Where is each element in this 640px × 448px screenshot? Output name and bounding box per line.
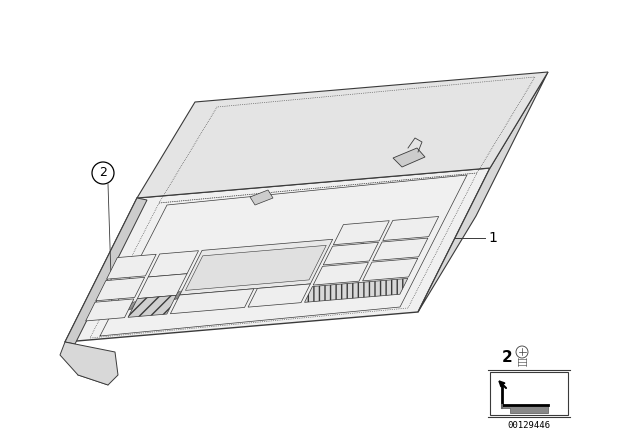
Polygon shape (248, 263, 283, 283)
Circle shape (516, 346, 528, 358)
Polygon shape (105, 275, 253, 315)
Text: 1: 1 (488, 231, 497, 245)
Polygon shape (393, 148, 425, 167)
Polygon shape (60, 342, 118, 385)
Text: 00129446: 00129446 (508, 421, 550, 430)
Polygon shape (137, 72, 548, 198)
Polygon shape (248, 284, 310, 307)
Polygon shape (86, 299, 134, 321)
Bar (490, 372, 568, 415)
Polygon shape (323, 242, 378, 265)
Polygon shape (106, 254, 156, 279)
Polygon shape (418, 72, 548, 312)
Polygon shape (128, 295, 176, 317)
Polygon shape (186, 246, 326, 290)
Polygon shape (170, 289, 254, 314)
Polygon shape (363, 258, 418, 281)
Polygon shape (335, 243, 364, 257)
Polygon shape (96, 277, 145, 301)
Text: 2: 2 (502, 349, 513, 365)
Circle shape (92, 162, 114, 184)
Text: 2: 2 (99, 167, 107, 180)
Polygon shape (65, 198, 147, 344)
Polygon shape (333, 221, 389, 245)
Polygon shape (372, 238, 428, 261)
Polygon shape (138, 274, 187, 299)
Polygon shape (502, 405, 548, 413)
Polygon shape (65, 168, 490, 342)
Polygon shape (305, 278, 408, 302)
Polygon shape (383, 216, 439, 241)
Polygon shape (180, 239, 333, 295)
Polygon shape (250, 190, 273, 205)
Polygon shape (148, 251, 198, 277)
Polygon shape (313, 263, 369, 285)
